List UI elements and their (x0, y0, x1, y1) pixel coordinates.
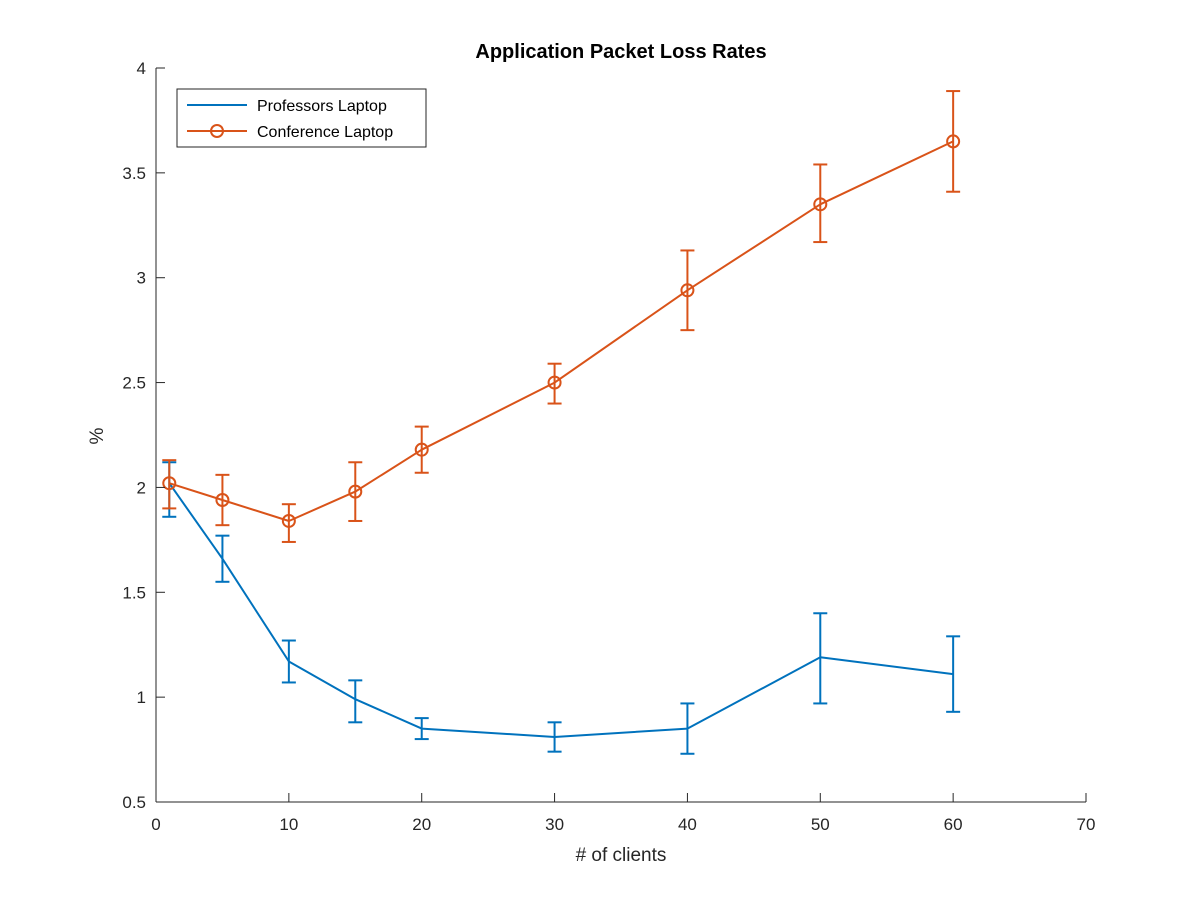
legend-item-0: Professors Laptop (187, 98, 387, 115)
x-tick-label: 60 (944, 815, 963, 834)
data-point (215, 493, 230, 508)
axes: 0 10 20 30 40 50 60 70 0.5 1 1.5 2 2.5 3 3.5 4 (122, 59, 1095, 834)
x-tick-label: 20 (412, 815, 431, 834)
x-tick-label: 50 (811, 815, 830, 834)
data-point (162, 476, 177, 491)
series-line (168, 482, 954, 738)
y-tick-label: 3.5 (122, 164, 146, 183)
x-axis-label: # of clients (576, 845, 667, 866)
error-bar (946, 90, 961, 193)
y-tick-label: 0.5 (122, 793, 146, 812)
data-point (813, 197, 828, 212)
plot-content (162, 90, 961, 755)
data-point (348, 484, 363, 499)
error-bar (348, 679, 363, 724)
data-point (547, 375, 562, 390)
data-point (281, 513, 296, 528)
x-tick-label: 40 (678, 815, 697, 834)
y-tick-label: 3 (137, 269, 146, 288)
data-point (946, 134, 961, 149)
legend: Professors Laptop Conference Laptop (176, 88, 427, 148)
x-tick-label: 70 (1077, 815, 1096, 834)
series-0 (162, 461, 961, 755)
y-tick-label: 2 (137, 478, 146, 497)
legend-label: Conference Laptop (257, 124, 393, 141)
data-point (414, 442, 429, 457)
y-tick-label: 1 (137, 688, 146, 707)
error-bar (162, 459, 177, 510)
series-line (168, 140, 954, 522)
legend-marker (210, 124, 224, 138)
y-axis-label: % (87, 427, 108, 444)
data-point (680, 283, 695, 298)
x-tick-label: 30 (545, 815, 564, 834)
series-1 (162, 90, 961, 543)
x-tick-label: 10 (279, 815, 298, 834)
legend-item-1: Conference Laptop (187, 124, 393, 141)
y-tick-label: 1.5 (122, 583, 146, 602)
y-tick-label: 2.5 (122, 374, 146, 393)
legend-label: Professors Laptop (257, 98, 387, 115)
x-tick-label: 0 (151, 815, 160, 834)
error-bar (946, 635, 961, 713)
error-bar (281, 503, 296, 543)
y-tick-label: 4 (137, 59, 146, 78)
chart-title: Application Packet Loss Rates (475, 41, 766, 63)
